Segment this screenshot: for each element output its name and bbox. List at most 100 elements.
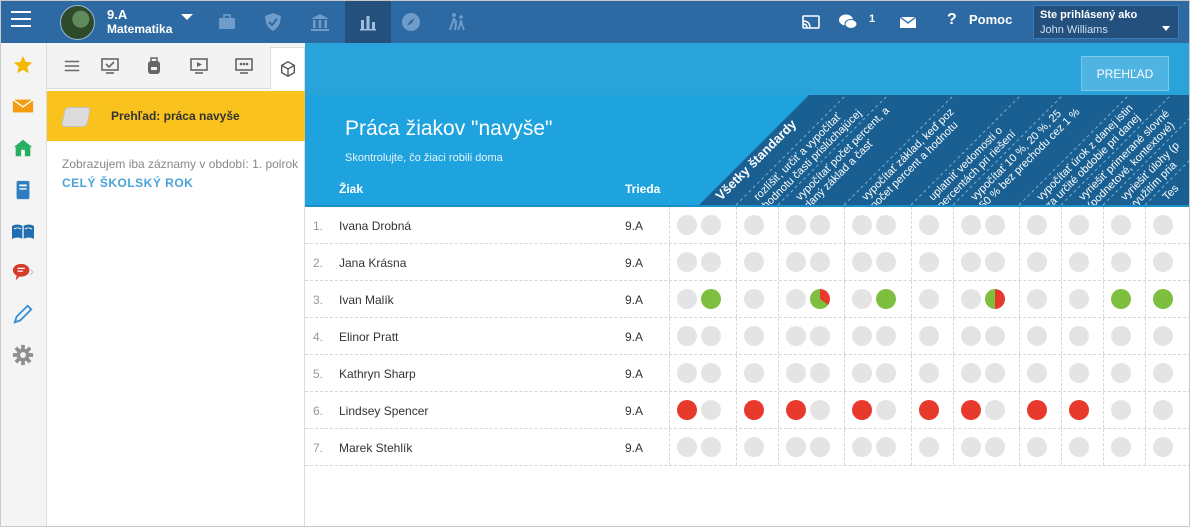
result-dot-empty[interactable] xyxy=(985,215,1005,235)
result-dot-empty[interactable] xyxy=(1069,437,1089,457)
monitor-dots-icon[interactable] xyxy=(228,50,260,82)
result-dot-empty[interactable] xyxy=(876,326,896,346)
result-dot-empty[interactable] xyxy=(919,252,939,272)
result-dot-empty[interactable] xyxy=(919,326,939,346)
result-dot-empty[interactable] xyxy=(919,215,939,235)
result-dot-empty[interactable] xyxy=(810,363,830,383)
help-link[interactable]: Pomoc xyxy=(969,12,1013,27)
result-dot-empty[interactable] xyxy=(1153,252,1173,272)
result-dot-empty[interactable] xyxy=(876,437,896,457)
result-dot-empty[interactable] xyxy=(786,252,806,272)
cast-screen-icon[interactable] xyxy=(788,1,834,43)
result-dot-empty[interactable] xyxy=(1111,326,1131,346)
student-name[interactable]: Elinor Pratt xyxy=(339,330,399,344)
result-dot-empty[interactable] xyxy=(961,289,981,309)
result-dot-green[interactable] xyxy=(701,289,721,309)
result-dot-empty[interactable] xyxy=(701,437,721,457)
result-dot-green[interactable] xyxy=(876,289,896,309)
table-row[interactable]: 2. Jana Krásna 9.A xyxy=(305,244,1189,281)
result-dot-red[interactable] xyxy=(1069,400,1089,420)
walking-people-icon[interactable] xyxy=(434,1,480,43)
result-dot-empty[interactable] xyxy=(701,326,721,346)
result-dot-empty[interactable] xyxy=(744,289,764,309)
caret-down-icon[interactable] xyxy=(1162,26,1170,31)
result-dot-empty[interactable] xyxy=(744,215,764,235)
student-name[interactable]: Kathryn Sharp xyxy=(339,367,416,381)
result-dot-empty[interactable] xyxy=(1153,400,1173,420)
result-dot-empty[interactable] xyxy=(961,437,981,457)
result-dot-empty[interactable] xyxy=(961,215,981,235)
menu-icon[interactable] xyxy=(11,11,31,29)
table-row[interactable]: 6. Lindsey Spencer 9.A xyxy=(305,392,1189,429)
result-dot-empty[interactable] xyxy=(961,252,981,272)
table-row[interactable]: 4. Elinor Pratt 9.A xyxy=(305,318,1189,355)
result-dot-empty[interactable] xyxy=(919,363,939,383)
briefcase-icon[interactable] xyxy=(204,1,250,43)
result-dot-empty[interactable] xyxy=(677,437,697,457)
result-dot-empty[interactable] xyxy=(985,437,1005,457)
result-dot-partial[interactable] xyxy=(985,289,1005,309)
result-dot-empty[interactable] xyxy=(1027,252,1047,272)
result-dot-empty[interactable] xyxy=(1153,437,1173,457)
result-dot-empty[interactable] xyxy=(961,363,981,383)
result-dot-empty[interactable] xyxy=(1111,437,1131,457)
star-icon[interactable] xyxy=(11,53,35,77)
result-dot-empty[interactable] xyxy=(677,252,697,272)
result-dot-empty[interactable] xyxy=(744,363,764,383)
result-dot-empty[interactable] xyxy=(810,437,830,457)
result-dot-empty[interactable] xyxy=(1153,363,1173,383)
result-dot-empty[interactable] xyxy=(701,363,721,383)
result-dot-empty[interactable] xyxy=(1027,363,1047,383)
result-dot-empty[interactable] xyxy=(852,289,872,309)
envelope-icon[interactable] xyxy=(11,94,35,118)
subject-name[interactable]: Matematika xyxy=(107,22,173,36)
help-icon[interactable]: ? xyxy=(947,11,957,28)
result-dot-empty[interactable] xyxy=(701,252,721,272)
result-dot-empty[interactable] xyxy=(786,363,806,383)
result-dot-empty[interactable] xyxy=(810,326,830,346)
result-dot-empty[interactable] xyxy=(786,326,806,346)
result-dot-empty[interactable] xyxy=(985,400,1005,420)
result-dot-empty[interactable] xyxy=(1111,363,1131,383)
book-icon[interactable] xyxy=(11,178,35,202)
result-dot-empty[interactable] xyxy=(985,252,1005,272)
result-dot-empty[interactable] xyxy=(852,363,872,383)
result-dot-empty[interactable] xyxy=(810,400,830,420)
open-book-icon[interactable] xyxy=(11,220,35,244)
result-dot-empty[interactable] xyxy=(876,363,896,383)
user-menu[interactable]: Ste prihlásený ako John Williams xyxy=(1033,5,1179,39)
whole-school-year-link[interactable]: CELÝ ŠKOLSKÝ ROK xyxy=(62,176,194,190)
result-dot-empty[interactable] xyxy=(876,252,896,272)
result-dot-empty[interactable] xyxy=(677,215,697,235)
result-dot-red[interactable] xyxy=(744,400,764,420)
result-dot-empty[interactable] xyxy=(1027,215,1047,235)
result-dot-empty[interactable] xyxy=(852,326,872,346)
result-dot-empty[interactable] xyxy=(1069,252,1089,272)
result-dot-red[interactable] xyxy=(919,400,939,420)
shield-check-icon[interactable] xyxy=(250,1,296,43)
result-dot-green[interactable] xyxy=(1153,289,1173,309)
result-dot-empty[interactable] xyxy=(744,252,764,272)
class-name[interactable]: 9.A xyxy=(107,7,128,22)
result-dot-empty[interactable] xyxy=(677,289,697,309)
result-dot-empty[interactable] xyxy=(919,437,939,457)
extra-work-overview-item[interactable]: Prehľad: práca navyše xyxy=(47,91,305,141)
institution-icon[interactable] xyxy=(297,1,343,43)
table-row[interactable]: 5. Kathryn Sharp 9.A xyxy=(305,355,1189,392)
result-dot-empty[interactable] xyxy=(1069,363,1089,383)
result-dot-green[interactable] xyxy=(1111,289,1131,309)
pen-icon[interactable] xyxy=(11,302,35,326)
list-icon[interactable] xyxy=(56,50,88,82)
result-dot-empty[interactable] xyxy=(985,326,1005,346)
result-dot-empty[interactable] xyxy=(1027,326,1047,346)
chat-bubbles-icon[interactable] xyxy=(831,1,865,43)
student-name[interactable]: Lindsey Spencer xyxy=(339,404,429,418)
play-screen-icon[interactable] xyxy=(183,50,215,82)
chat-icon[interactable] xyxy=(11,261,35,285)
result-dot-red[interactable] xyxy=(1027,400,1047,420)
result-dot-empty[interactable] xyxy=(810,215,830,235)
result-dot-empty[interactable] xyxy=(1069,326,1089,346)
result-dot-empty[interactable] xyxy=(1153,215,1173,235)
result-dot-empty[interactable] xyxy=(1069,289,1089,309)
caret-down-icon[interactable] xyxy=(181,14,193,20)
